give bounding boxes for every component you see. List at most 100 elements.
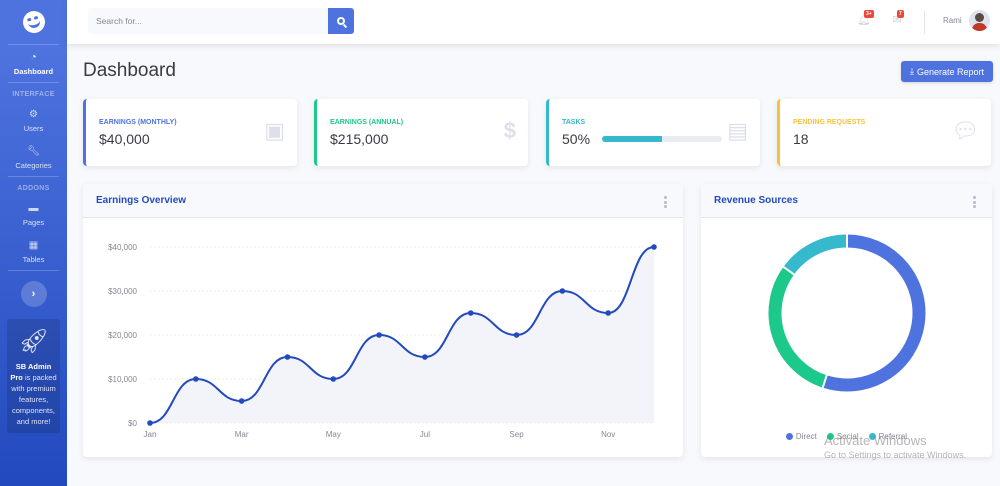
page-title: Dashboard <box>83 60 176 81</box>
y-tick-label: $30,000 <box>108 287 137 296</box>
data-point <box>559 288 566 294</box>
slice-separator <box>782 265 796 276</box>
sidebar-item-label: Users <box>23 124 44 133</box>
legend-item-social: Social <box>826 432 859 441</box>
promo-text: is packed with premium features, compone… <box>11 373 57 426</box>
card-title: Revenue Sources <box>714 195 798 206</box>
legend-dot <box>785 433 793 440</box>
earnings-line <box>149 246 655 424</box>
revenue-donut-chart <box>768 233 926 392</box>
y-tick-label: $0 <box>128 419 137 428</box>
sidebar-divider <box>8 176 59 177</box>
sidebar-item-users[interactable]: ⚙ Users <box>0 102 67 139</box>
avatar[interactable] <box>969 10 990 31</box>
calendar-icon: ▣ <box>264 118 285 143</box>
legend-dot <box>868 433 876 440</box>
stat-value: 18 <box>793 131 809 147</box>
activate-windows-watermark: Activate Windows Go to Settings to activ… <box>824 433 966 460</box>
sidebar-promo-card: 🚀︎ SB Admin Pro is packed with premium f… <box>7 319 60 433</box>
donut-slice-social <box>768 266 827 388</box>
sidebar-toggle-button[interactable]: › <box>20 281 47 307</box>
sidebar-heading-interface: INTERFACE <box>12 91 55 98</box>
revenue-sources-card: Revenue Sources Direct Social Referral <box>701 184 992 457</box>
promo-title-2: Pro <box>10 373 23 382</box>
dropdown-menu-icon[interactable] <box>973 196 976 210</box>
dropdown-menu-icon[interactable] <box>664 196 667 210</box>
chart-legend: Direct Social Referral <box>701 432 992 441</box>
card-title: Earnings Overview <box>96 195 187 206</box>
alerts-button[interactable]: 🔔︎ 3+ <box>857 10 874 27</box>
comments-icon: 💬︎ <box>951 118 979 143</box>
stat-label: PENDING REQUESTS <box>793 119 866 126</box>
sidebar-item-label: Pages <box>22 218 45 227</box>
sidebar-divider <box>8 82 59 83</box>
x-tick-label: Jul <box>420 430 430 439</box>
slice-separator <box>821 374 829 389</box>
legend-item-referral: Referral <box>868 432 907 441</box>
clipboard-icon: ▤ <box>727 118 748 143</box>
generate-report-label: Generate Report <box>916 66 985 77</box>
card-header: Revenue Sources <box>701 184 992 218</box>
sidebar-item-dashboard[interactable]: ◔ Dashboard <box>0 45 67 82</box>
alerts-badge: 3+ <box>864 10 874 18</box>
y-tick-label: $20,000 <box>108 331 137 340</box>
y-tick-label: $10,000 <box>108 375 137 384</box>
search-button[interactable] <box>328 8 354 34</box>
messages-button[interactable]: ✉ 7 <box>890 10 904 27</box>
user-name[interactable]: Rami <box>943 16 962 25</box>
watermark-title: Activate Windows <box>824 433 927 448</box>
sidebar-item-label: Dashboard <box>13 67 54 76</box>
pending-requests-card: PENDING REQUESTS 18 💬︎ <box>777 99 991 166</box>
stat-value: $215,000 <box>330 131 389 147</box>
generate-report-button[interactable]: ⤓ Generate Report <box>901 61 993 82</box>
data-point <box>422 354 428 360</box>
sidebar-item-label: Tables <box>22 255 45 264</box>
data-point <box>605 310 611 316</box>
donut-slice-direct <box>822 234 926 392</box>
envelope-icon: ✉ <box>892 14 902 26</box>
data-point <box>376 332 382 338</box>
sidebar-item-tables[interactable]: ▦ Tables <box>0 233 67 270</box>
chevron-right-icon: › <box>31 288 36 300</box>
stat-label: TASKS <box>562 119 586 126</box>
legend-label: Direct <box>795 432 817 441</box>
search-form <box>88 8 354 34</box>
x-tick-label: Jan <box>144 430 157 439</box>
sidebar-item-categories[interactable]: 🔧︎ Categories <box>0 139 67 176</box>
legend-item-direct: Direct <box>785 432 817 441</box>
sidebar-heading-addons: ADDONS <box>17 185 50 192</box>
data-point <box>147 420 153 426</box>
watermark-subtitle: Go to Settings to activate Windows. <box>824 450 967 460</box>
card-header: Earnings Overview <box>83 184 683 218</box>
sidebar-item-pages[interactable]: ▬ Pages <box>0 196 67 233</box>
topbar-divider <box>924 10 925 34</box>
dollar-icon: $ <box>503 118 516 143</box>
promo-title: SB Admin <box>15 362 52 371</box>
brand-logo-link[interactable] <box>0 0 67 44</box>
earnings-annual-card: EARNINGS (ANNUAL) $215,000 $ <box>314 99 528 166</box>
folder-icon: ▬ <box>28 203 39 214</box>
sidebar-divider <box>8 270 59 271</box>
search-icon <box>337 17 345 25</box>
x-tick-label: Sep <box>509 430 524 439</box>
search-input[interactable] <box>88 8 328 34</box>
x-tick-label: Mar <box>235 430 249 439</box>
gear-icon: ⚙ <box>29 109 38 120</box>
gauge-icon: ◔ <box>30 52 37 63</box>
stat-value: 50% <box>562 131 591 147</box>
tasks-card: TASKS 50% ▤ <box>546 99 760 166</box>
y-tick-label: $40,000 <box>108 243 137 252</box>
messages-badge: 7 <box>897 10 904 18</box>
earnings-overview-card: Earnings Overview $0 $10,000 $20,000 $30,00… <box>83 184 683 457</box>
data-point <box>651 244 657 250</box>
table-icon: ▦ <box>28 240 39 251</box>
laugh-wink-icon <box>20 8 47 36</box>
stat-value: $40,000 <box>99 131 150 147</box>
data-point <box>513 332 520 338</box>
x-tick-label: Nov <box>601 430 615 439</box>
wrench-icon: 🔧︎ <box>27 146 40 157</box>
donut-slice-referral <box>783 234 848 275</box>
x-tick-label: May <box>326 430 341 439</box>
sidebar-divider <box>8 44 59 45</box>
area-fill <box>150 247 654 423</box>
